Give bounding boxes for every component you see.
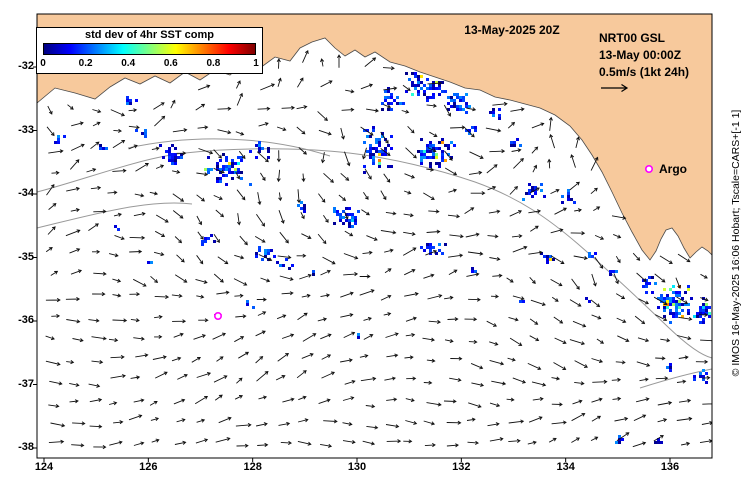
model-name-label: NRT00 GSL — [599, 31, 666, 45]
x-axis-tick-label: 132 — [452, 461, 471, 473]
colorbar-title: std dev of 4hr SST comp — [85, 29, 214, 41]
x-axis-tick-label: 134 — [556, 461, 575, 473]
argo-float-markers — [214, 165, 653, 320]
map-layers — [37, 14, 712, 458]
x-axis-tick-label: 128 — [243, 461, 262, 473]
x-axis-tick-label: 130 — [347, 461, 367, 473]
velocity-scale-arrow — [601, 83, 629, 93]
colorbar-tick-label: 0.6 — [163, 58, 178, 69]
model-info-block: NRT00 GSL 13-May 00:00Z 0.5m/s (1kt 24h) — [599, 30, 713, 81]
x-axis-tick-label: 124 — [34, 461, 54, 473]
axis-tick-marks — [33, 66, 671, 462]
plot-timestamp-title: 13-May-2025 20Z — [464, 23, 560, 37]
argo-legend-label: Argo — [659, 162, 687, 176]
y-axis-tick-label: -37 — [18, 377, 34, 390]
x-axis-tick-label: 136 — [660, 461, 680, 473]
colorbar-tick-label: 1 — [253, 58, 259, 69]
y-axis-tick-label: -34 — [18, 187, 34, 199]
x-axis-tick-label: 126 — [139, 461, 158, 473]
y-axis-tick-label: -35 — [18, 250, 34, 263]
colorbar-tick-label: 0.8 — [206, 58, 221, 69]
colorbar-tick-label: 0.2 — [78, 58, 93, 69]
sst-stddev-pixels — [54, 72, 711, 444]
colorbar-tick-label: 0.4 — [121, 58, 136, 69]
colorbar-panel: std dev of 4hr SST comp 0 0.2 0.4 0.6 0.8 1 — [36, 27, 263, 74]
plot-border — [36, 13, 713, 459]
colorbar-gradient — [43, 43, 256, 55]
vector-scale-label: 0.5m/s (1kt 24h) — [599, 65, 690, 79]
y-axis-tick-label: -36 — [18, 314, 34, 326]
copyright-vertical-text: © IMOS 16-May-2025 16:06 Hobart; Tscale=… — [730, 109, 742, 377]
colorbar-tick-label: 0 — [40, 58, 46, 69]
argo-legend-marker — [644, 165, 653, 174]
current-vector-field — [45, 50, 712, 450]
colorbar-tick-labels: 0 0.2 0.4 0.6 0.8 1 — [37, 58, 262, 72]
model-datetime-label: 13-May 00:00Z — [599, 48, 682, 62]
y-axis-tick-label: -33 — [18, 123, 34, 136]
y-axis-tick-label: -38 — [18, 441, 34, 453]
y-axis-tick-label: -32 — [18, 60, 34, 72]
